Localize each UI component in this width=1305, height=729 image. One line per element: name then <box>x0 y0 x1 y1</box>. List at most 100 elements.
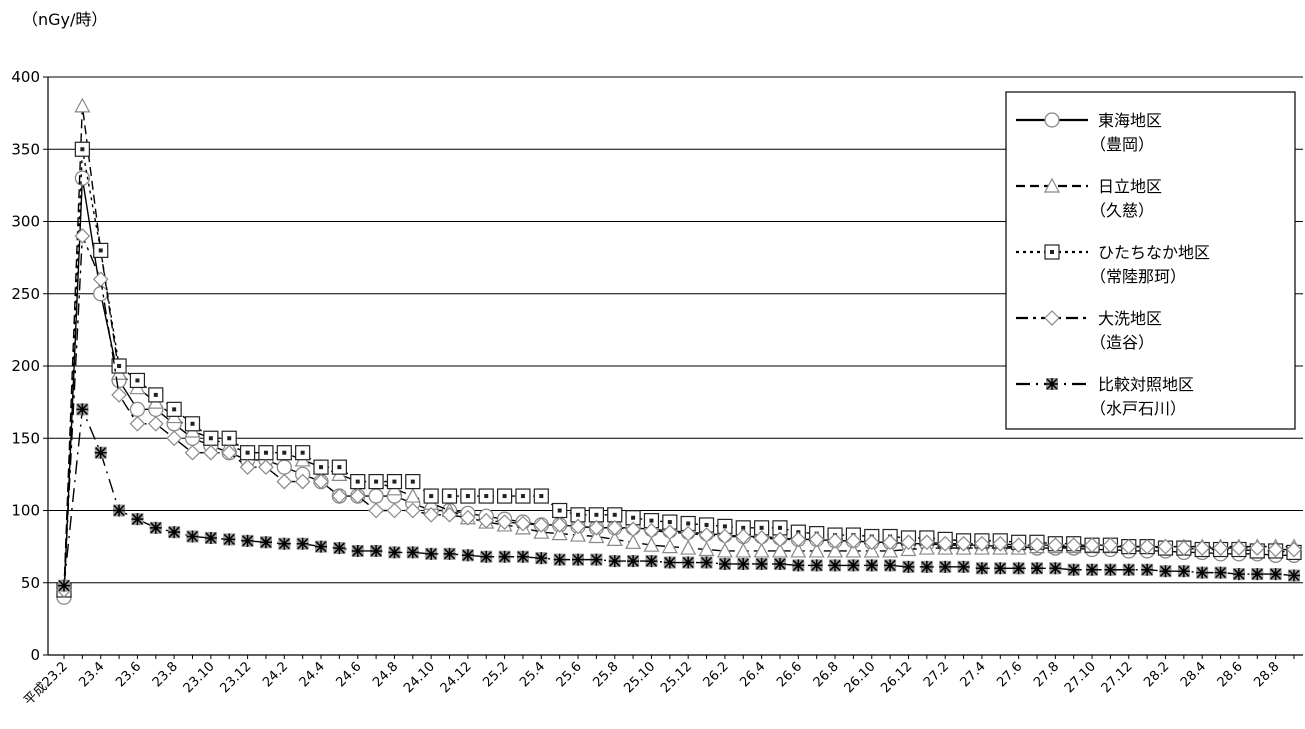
data-point-diamond <box>313 473 329 490</box>
series-line <box>63 409 1295 586</box>
data-point-square <box>184 416 201 432</box>
y-axis-ticks: 0 50 100 150 200 250 300 350 400 <box>11 68 48 664</box>
asterisk-marker-lines <box>149 521 162 534</box>
data-point-diamond <box>1084 537 1100 554</box>
data-point-diamond <box>1044 310 1060 326</box>
data-point-square <box>331 459 347 475</box>
y-tick-label: 200 <box>11 357 40 375</box>
data-point-diamond <box>1194 540 1211 556</box>
x-tick-label: 平成23.2 <box>21 659 70 708</box>
asterisk-marker-lines <box>718 557 731 570</box>
data-point-asterisk <box>535 552 548 565</box>
square-marker-dot <box>447 494 452 499</box>
data-point-diamond <box>331 488 348 504</box>
data-point-asterisk <box>443 547 456 560</box>
square-marker-dot <box>520 494 525 499</box>
data-point-diamond <box>203 444 219 461</box>
asterisk-marker-lines <box>461 549 474 562</box>
asterisk-marker-lines <box>553 553 566 566</box>
asterisk-marker-lines <box>1067 563 1080 576</box>
data-point-diamond <box>533 517 550 533</box>
data-point-square <box>423 488 439 504</box>
legend-entry: 日立地区 （久慈） <box>1016 177 1162 220</box>
asterisk-marker-lines <box>1012 562 1025 575</box>
data-point-square <box>607 507 623 523</box>
x-tick-label: 25.6 <box>554 659 585 690</box>
data-point-square <box>478 488 494 504</box>
y-tick-label: 250 <box>11 285 40 303</box>
data-point-asterisk <box>994 562 1007 575</box>
square-marker-dot <box>704 522 709 527</box>
legend-label: ひたちなか地区 <box>1098 243 1210 262</box>
square-marker-dot <box>1050 250 1054 254</box>
asterisk-marker-lines <box>259 536 272 549</box>
data-point-diamond <box>937 535 954 552</box>
x-tick-label: 24.8 <box>370 659 401 690</box>
x-tick-label: 28.2 <box>1141 659 1172 690</box>
x-tick-label: 26.12 <box>878 659 915 696</box>
data-point-diamond <box>276 473 293 490</box>
square-marker-dot <box>117 364 122 368</box>
data-point-asterisk <box>461 549 474 562</box>
data-point-triangle <box>551 525 568 541</box>
data-point-square <box>74 141 90 157</box>
square-marker-dot <box>667 520 672 525</box>
asterisk-marker-lines <box>168 526 181 539</box>
data-point-asterisk <box>516 550 529 563</box>
data-point-square <box>754 520 770 536</box>
data-point-asterisk <box>425 547 438 560</box>
data-point-asterisk <box>149 521 162 534</box>
data-point-diamond <box>349 488 366 504</box>
data-point-diamond <box>570 518 586 535</box>
asterisk-marker-lines <box>920 560 933 573</box>
data-point-square <box>258 445 274 461</box>
data-point-asterisk <box>1251 568 1264 581</box>
square-marker-dot <box>300 450 305 455</box>
data-point-asterisk <box>1159 565 1172 578</box>
data-point-triangle <box>698 541 715 557</box>
square-marker-dot <box>392 479 397 484</box>
asterisk-marker-lines <box>792 559 805 572</box>
data-point-diamond <box>1120 538 1137 555</box>
x-axis-ticks: 平成23.2 23.4 23.6 23.8 23.10 23.12 24.2 24.4 24.6… <box>21 655 1295 709</box>
square-marker-dot <box>484 494 489 499</box>
data-point-triangle <box>661 538 678 554</box>
asterisk-marker-lines <box>1196 566 1209 579</box>
asterisk-marker-lines <box>627 555 640 568</box>
data-point-diamond <box>478 512 495 529</box>
data-point-asterisk <box>755 557 768 570</box>
data-point-asterisk <box>241 534 254 547</box>
data-point-asterisk <box>204 531 217 544</box>
data-point-asterisk <box>773 557 786 570</box>
data-point-diamond <box>808 531 825 548</box>
x-tick-label: 25.12 <box>658 659 695 696</box>
asterisk-marker-lines <box>1141 563 1154 576</box>
data-point-diamond <box>441 506 458 523</box>
data-point-asterisk <box>865 559 878 572</box>
data-point-asterisk <box>131 513 144 526</box>
series-4 <box>58 403 1300 592</box>
asterisk-marker-lines <box>94 446 107 459</box>
square-marker-dot <box>227 436 232 441</box>
asterisk-marker-lines <box>1104 563 1117 576</box>
asterisk-marker-lines <box>1269 568 1282 581</box>
data-point-diamond <box>1176 540 1192 556</box>
data-point-triangle <box>753 542 770 558</box>
data-point-square <box>552 502 568 519</box>
x-tick-label: 23.12 <box>217 659 254 696</box>
data-point-asterisk <box>975 562 988 575</box>
asterisk-marker-lines <box>535 552 548 565</box>
square-marker-dot <box>172 407 177 412</box>
series-3 <box>56 228 1302 598</box>
data-point-triangle <box>845 542 862 558</box>
data-point-asterisk <box>76 403 89 416</box>
data-point-circle <box>93 286 109 302</box>
data-point-asterisk <box>1046 378 1058 390</box>
asterisk-marker-lines <box>223 533 236 546</box>
legend: 東海地区 （豊岡） 日立地区 （久慈） ひたちなか地区 （常陸那珂） 大洗地区 （造谷） 比較対… <box>1005 91 1296 430</box>
data-point-asterisk <box>1288 569 1300 582</box>
data-point-diamond <box>606 519 623 536</box>
square-marker-dot <box>465 494 470 499</box>
data-point-triangle <box>588 528 605 544</box>
data-point-asterisk <box>608 555 621 568</box>
